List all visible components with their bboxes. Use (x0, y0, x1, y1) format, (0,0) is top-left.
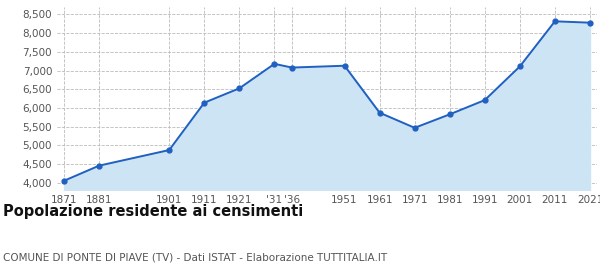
Text: Popolazione residente ai censimenti: Popolazione residente ai censimenti (3, 204, 303, 220)
Text: COMUNE DI PONTE DI PIAVE (TV) - Dati ISTAT - Elaborazione TUTTITALIA.IT: COMUNE DI PONTE DI PIAVE (TV) - Dati IST… (3, 252, 387, 262)
